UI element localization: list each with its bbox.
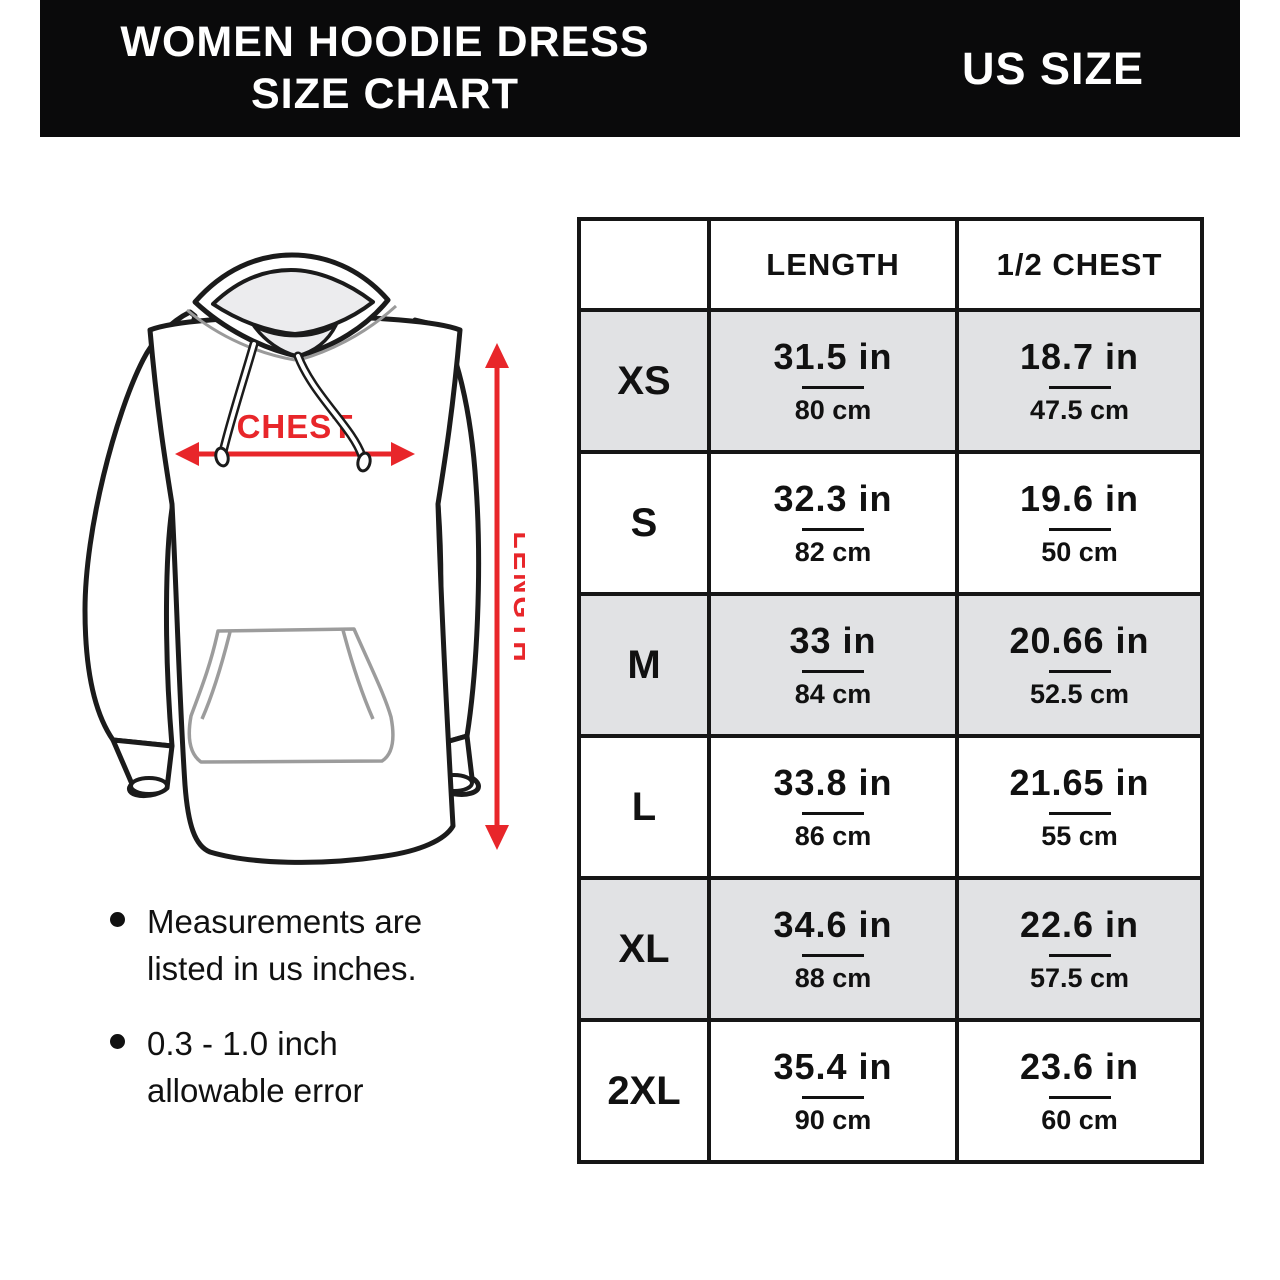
page-title-line1: WOMEN HOODIE DRESS xyxy=(120,18,650,67)
fraction-divider xyxy=(802,812,864,815)
chest-cm: 47.5 cm xyxy=(1029,395,1130,425)
fraction-divider xyxy=(1048,954,1111,957)
table-row-l: L 33.8 in 86 cm 21.65 in 55 cm xyxy=(577,734,1204,880)
size-label: S xyxy=(577,450,711,596)
chest-cell: 21.65 in 55 cm xyxy=(955,734,1204,880)
length-arrow xyxy=(485,343,509,850)
size-label: M xyxy=(577,592,711,738)
neck-inset xyxy=(252,323,338,358)
length-cm: 84 cm xyxy=(794,679,872,709)
table-row-xs: XS 31.5 in 80 cm 18.7 in 47.5 cm xyxy=(577,308,1204,454)
chest-inches: 23.6 in xyxy=(1019,1046,1140,1087)
length-cell: 33.8 in 86 cm xyxy=(707,734,959,880)
fraction-divider xyxy=(1048,670,1111,673)
size-label: 2XL xyxy=(577,1018,711,1164)
fraction-divider xyxy=(802,1096,864,1099)
note-item: Measurements are listed in us inches. xyxy=(110,898,510,992)
length-cm: 86 cm xyxy=(794,821,872,851)
hood-opening xyxy=(211,268,375,336)
size-label: XS xyxy=(577,308,711,454)
length-cell: 34.6 in 88 cm xyxy=(707,876,959,1022)
chest-inches: 19.6 in xyxy=(1019,478,1140,519)
fraction-divider xyxy=(1048,812,1111,815)
chest-cell: 20.66 in 52.5 cm xyxy=(955,592,1204,738)
fraction-divider xyxy=(1048,386,1111,389)
table-header-row: LENGTH 1/2 CHEST xyxy=(577,217,1204,312)
pocket-outline xyxy=(187,627,395,764)
length-cell: 33 in 84 cm xyxy=(707,592,959,738)
chest-cm: 57.5 cm xyxy=(1029,963,1130,993)
chest-inches: 18.7 in xyxy=(1019,336,1140,377)
table-row-s: S 32.3 in 82 cm 19.6 in 50 cm xyxy=(577,450,1204,596)
length-cm: 88 cm xyxy=(794,963,872,993)
page-title-line2: SIZE CHART xyxy=(251,69,519,118)
table-row-m: M 33 in 84 cm 20.66 in 52.5 cm xyxy=(577,592,1204,738)
hoodie-body xyxy=(147,314,463,865)
chest-inches: 21.65 in xyxy=(1009,762,1150,803)
chest-inches: 20.66 in xyxy=(1009,620,1150,661)
fraction-divider xyxy=(802,386,864,389)
chest-cm: 52.5 cm xyxy=(1029,679,1130,709)
length-cell: 31.5 in 80 cm xyxy=(707,308,959,454)
fraction-divider xyxy=(802,670,864,673)
pocket-right-seam xyxy=(341,629,375,720)
hood-lining-seam-left xyxy=(186,308,296,362)
chest-cell: 23.6 in 60 cm xyxy=(955,1018,1204,1164)
chest-cell: 22.6 in 57.5 cm xyxy=(955,876,1204,1022)
length-cm: 82 cm xyxy=(794,537,872,567)
length-label: LENGTH xyxy=(508,531,525,664)
bullet-icon xyxy=(110,912,125,927)
fraction-divider xyxy=(1048,1096,1111,1099)
length-inches: 33 in xyxy=(789,620,877,661)
length-cm: 90 cm xyxy=(794,1105,872,1135)
length-cm: 80 cm xyxy=(794,395,872,425)
length-inches: 35.4 in xyxy=(773,1046,893,1087)
fraction-divider xyxy=(802,954,864,957)
length-cell: 32.3 in 82 cm xyxy=(707,450,959,596)
hood-lining-seam-right xyxy=(298,304,398,362)
size-table: LENGTH 1/2 CHEST XS 31.5 in 80 cm 18.7 i… xyxy=(577,217,1204,1164)
length-inches: 32.3 in xyxy=(773,478,893,519)
drawstring-right xyxy=(293,351,372,473)
chest-cm: 55 cm xyxy=(1041,821,1118,851)
hoodie-diagram: CHEST LENGTH xyxy=(55,240,539,880)
page-title: WOMEN HOODIE DRESS SIZE CHART xyxy=(80,0,690,137)
column-header-length: LENGTH xyxy=(707,217,959,312)
size-label: L xyxy=(577,734,711,880)
size-label: XL xyxy=(577,876,711,1022)
region-label: US SIZE xyxy=(961,42,1144,94)
table-row-xl: XL 34.6 in 88 cm 22.6 in 57.5 cm xyxy=(577,876,1204,1022)
note-text: 0.3 - 1.0 inch allowable error xyxy=(147,1025,364,1109)
table-row-2xl: 2XL 35.4 in 90 cm 23.6 in 60 cm xyxy=(577,1018,1204,1164)
length-inches: 33.8 in xyxy=(773,762,893,803)
left-cuff-opening xyxy=(129,776,169,796)
chest-inches: 22.6 in xyxy=(1019,904,1140,945)
drawstring-left xyxy=(214,339,259,468)
chest-cell: 18.7 in 47.5 cm xyxy=(955,308,1204,454)
note-item: 0.3 - 1.0 inch allowable error xyxy=(110,1020,510,1114)
fraction-divider xyxy=(802,528,864,531)
hoodie-illustration: CHEST LENGTH xyxy=(82,252,539,865)
chest-cm: 60 cm xyxy=(1041,1105,1118,1135)
header-bar: WOMEN HOODIE DRESS SIZE CHART US SIZE xyxy=(40,0,1240,137)
length-cell: 35.4 in 90 cm xyxy=(707,1018,959,1164)
column-header-half-chest: 1/2 CHEST xyxy=(955,217,1204,312)
pocket-left-seam xyxy=(200,631,232,720)
length-inches: 31.5 in xyxy=(773,336,893,377)
chest-cm: 50 cm xyxy=(1041,537,1118,567)
length-inches: 34.6 in xyxy=(773,904,893,945)
notes-list: Measurements are listed in us inches. 0.… xyxy=(110,898,510,1142)
chest-cell: 19.6 in 50 cm xyxy=(955,450,1204,596)
note-text: Measurements are listed in us inches. xyxy=(147,903,423,987)
table-corner-cell xyxy=(577,217,711,312)
bullet-icon xyxy=(110,1034,125,1049)
fraction-divider xyxy=(1048,528,1111,531)
